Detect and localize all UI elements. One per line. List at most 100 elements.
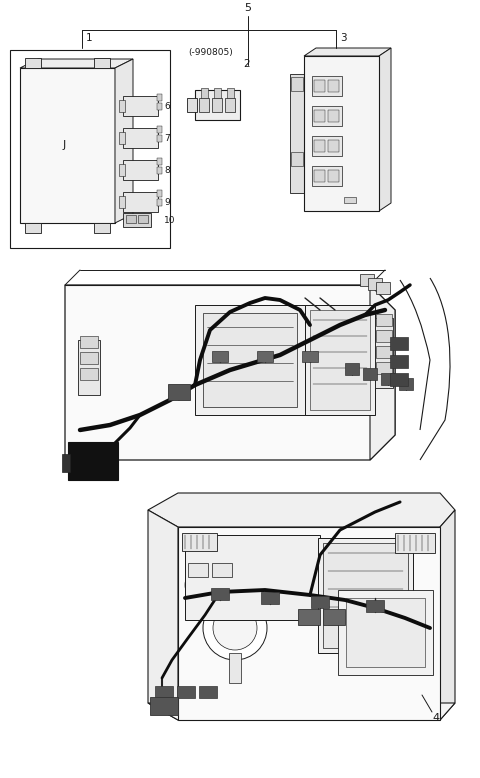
Bar bbox=[157, 94, 162, 101]
Bar bbox=[328, 140, 339, 152]
Bar bbox=[376, 346, 392, 358]
Bar bbox=[381, 373, 395, 385]
Bar bbox=[185, 535, 320, 620]
Bar bbox=[157, 199, 162, 206]
Bar bbox=[312, 106, 342, 126]
Bar bbox=[302, 351, 318, 362]
Bar bbox=[119, 164, 125, 176]
Polygon shape bbox=[290, 74, 304, 193]
Text: 5: 5 bbox=[244, 3, 252, 13]
Bar bbox=[150, 697, 178, 715]
Bar bbox=[211, 588, 229, 600]
Polygon shape bbox=[370, 285, 395, 460]
Bar bbox=[201, 88, 208, 98]
Bar bbox=[305, 305, 375, 415]
Circle shape bbox=[191, 571, 219, 599]
Bar bbox=[323, 543, 408, 648]
Polygon shape bbox=[178, 527, 440, 720]
Bar bbox=[123, 128, 158, 148]
Bar bbox=[126, 215, 136, 223]
Bar bbox=[261, 592, 279, 604]
Bar bbox=[155, 686, 173, 698]
Polygon shape bbox=[94, 58, 110, 68]
Bar bbox=[62, 454, 70, 472]
Bar bbox=[328, 170, 339, 182]
Text: 1: 1 bbox=[86, 33, 93, 43]
Circle shape bbox=[185, 565, 225, 605]
Bar bbox=[177, 686, 195, 698]
Polygon shape bbox=[148, 510, 178, 720]
Bar bbox=[376, 330, 392, 342]
Bar bbox=[304, 56, 379, 211]
Bar bbox=[10, 50, 170, 248]
Polygon shape bbox=[25, 58, 41, 68]
Bar bbox=[168, 384, 190, 400]
Circle shape bbox=[213, 606, 257, 650]
Bar bbox=[68, 442, 118, 480]
Text: 4: 4 bbox=[432, 713, 439, 723]
Circle shape bbox=[225, 565, 265, 605]
Polygon shape bbox=[115, 59, 133, 223]
Text: 8: 8 bbox=[164, 166, 170, 174]
Polygon shape bbox=[148, 493, 455, 527]
Bar bbox=[123, 192, 158, 212]
Bar bbox=[123, 96, 158, 116]
Bar bbox=[203, 313, 297, 407]
Polygon shape bbox=[94, 223, 110, 233]
Polygon shape bbox=[20, 59, 133, 68]
Bar bbox=[199, 98, 209, 112]
Bar bbox=[227, 88, 234, 98]
Bar bbox=[212, 563, 232, 577]
Bar bbox=[376, 314, 392, 326]
Bar bbox=[138, 215, 148, 223]
Text: 2: 2 bbox=[243, 59, 250, 69]
Polygon shape bbox=[148, 703, 455, 720]
Bar bbox=[345, 363, 359, 375]
Bar bbox=[395, 533, 435, 553]
Bar bbox=[314, 170, 325, 182]
Bar bbox=[291, 152, 303, 166]
Bar bbox=[311, 596, 329, 608]
Bar bbox=[80, 352, 98, 364]
Bar bbox=[212, 98, 222, 112]
Polygon shape bbox=[25, 223, 41, 233]
Circle shape bbox=[231, 571, 259, 599]
Bar bbox=[312, 166, 342, 186]
Bar bbox=[375, 318, 393, 388]
Bar bbox=[323, 609, 345, 625]
Bar bbox=[314, 140, 325, 152]
Bar bbox=[360, 274, 374, 286]
Text: (-990805): (-990805) bbox=[188, 47, 233, 57]
Bar bbox=[291, 77, 303, 91]
Bar bbox=[20, 68, 115, 223]
Bar bbox=[195, 305, 305, 415]
Bar bbox=[123, 160, 158, 180]
Bar bbox=[368, 278, 382, 290]
Bar bbox=[157, 167, 162, 174]
Bar bbox=[390, 337, 408, 350]
Text: 3: 3 bbox=[340, 33, 347, 43]
Bar bbox=[182, 533, 217, 551]
Ellipse shape bbox=[31, 193, 39, 203]
Bar bbox=[157, 103, 162, 110]
Bar bbox=[157, 158, 162, 165]
Bar bbox=[199, 686, 217, 698]
Circle shape bbox=[203, 596, 267, 660]
Polygon shape bbox=[440, 510, 455, 720]
Bar bbox=[119, 100, 125, 112]
Bar bbox=[157, 126, 162, 133]
Bar bbox=[328, 80, 339, 92]
Bar bbox=[119, 196, 125, 208]
Bar bbox=[376, 282, 390, 294]
Polygon shape bbox=[304, 48, 391, 56]
Bar bbox=[366, 600, 384, 612]
Bar bbox=[157, 190, 162, 197]
Bar bbox=[390, 355, 408, 368]
Polygon shape bbox=[65, 285, 395, 460]
Bar bbox=[312, 136, 342, 156]
Bar bbox=[314, 80, 325, 92]
Bar bbox=[376, 362, 392, 374]
Bar bbox=[390, 373, 408, 386]
Bar bbox=[229, 653, 241, 683]
Polygon shape bbox=[379, 48, 391, 211]
